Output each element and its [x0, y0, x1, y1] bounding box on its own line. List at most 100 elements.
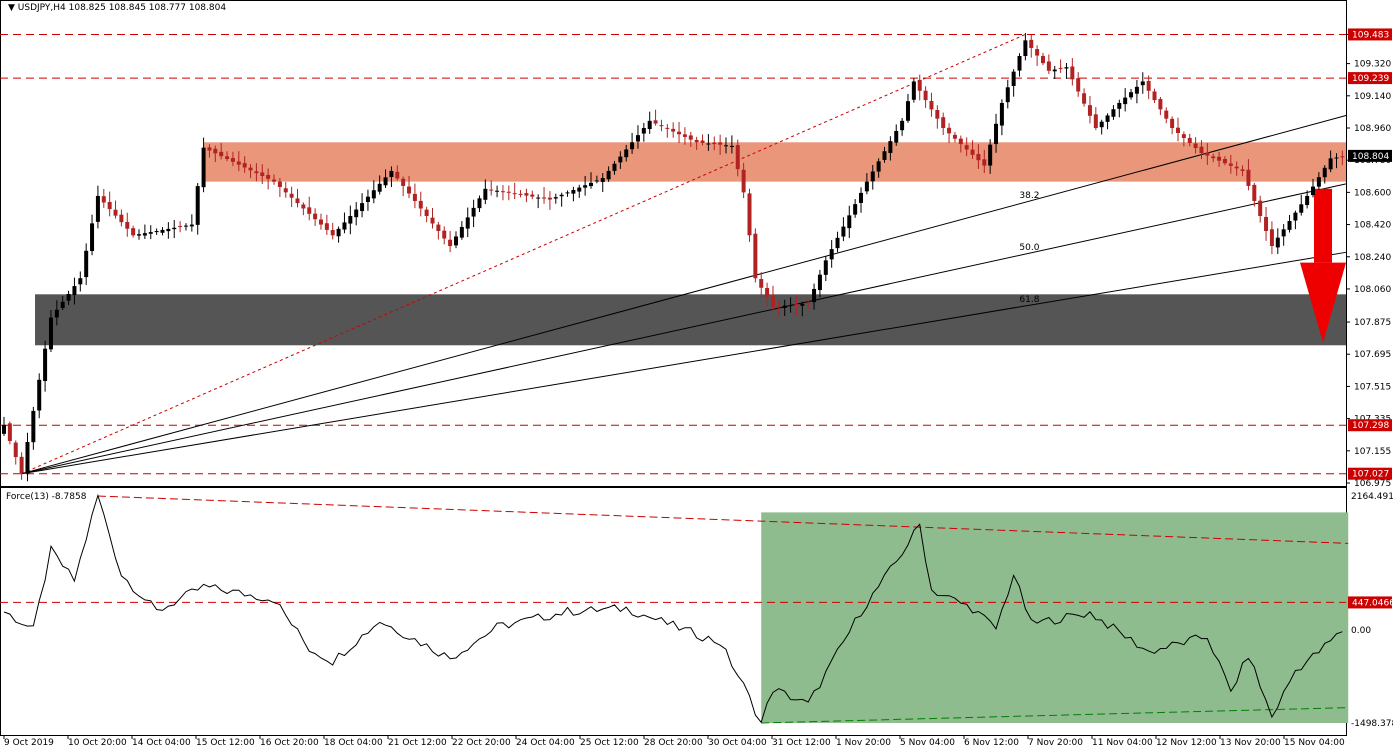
candle-127 [747, 188, 752, 242]
candle-body-35 [207, 147, 212, 151]
candle-body-12 [72, 286, 77, 296]
candle-body-221 [1299, 204, 1304, 213]
candle-body-6 [37, 379, 42, 411]
force-tick-label-0: 2164.4918 [1351, 492, 1393, 502]
candle-body-99 [583, 185, 588, 188]
candle-body-144 [847, 215, 852, 229]
candle-112 [659, 119, 664, 132]
candle-219 [1287, 214, 1292, 233]
time-tick-label-4: 16 Oct 20:00 [260, 738, 319, 748]
candle-146 [859, 187, 864, 213]
candle-body-115 [677, 131, 682, 135]
candle-123 [724, 137, 729, 154]
candle-body-15 [90, 223, 95, 252]
candle-139 [817, 269, 822, 298]
candle-body-80 [471, 207, 476, 217]
candle-body-157 [923, 90, 928, 101]
candle-222 [1305, 190, 1310, 209]
candle-175 [1029, 34, 1034, 58]
candle-body-162 [952, 134, 957, 139]
candle-body-100 [589, 182, 593, 187]
candle-body-36 [213, 148, 218, 154]
candle-body-187 [1099, 121, 1104, 128]
candle-95 [559, 192, 564, 207]
candle-155 [911, 78, 916, 103]
candle-body-46 [272, 179, 277, 182]
candle-209 [1228, 154, 1233, 174]
candle-body-29 [172, 227, 177, 230]
candle-65 [383, 169, 388, 189]
candle-80 [471, 199, 476, 228]
candle-185 [1087, 96, 1092, 124]
candle-body-21 [125, 221, 130, 229]
candle-138 [812, 283, 817, 310]
candle-49 [289, 186, 294, 208]
candle-11 [66, 290, 71, 305]
candle-body-4 [25, 442, 30, 474]
candle-194 [1140, 72, 1145, 94]
candle-27 [160, 227, 165, 236]
candle-113 [665, 124, 670, 138]
candle-body-119 [700, 140, 705, 143]
candle-220 [1293, 210, 1298, 230]
candle-31 [183, 223, 188, 231]
candle-body-57 [336, 228, 341, 237]
candle-body-77 [453, 236, 458, 246]
candle-body-226 [1328, 158, 1333, 170]
candle-144 [847, 205, 852, 239]
candle-210 [1234, 161, 1239, 176]
candle-57 [336, 226, 341, 243]
candle-216 [1269, 221, 1274, 255]
candle-156 [917, 74, 922, 101]
candle-body-203 [1193, 143, 1198, 149]
candle-body-116 [682, 134, 687, 137]
collapse-triangle-icon[interactable]: ▼ [8, 3, 15, 13]
candle-body-61 [360, 203, 365, 212]
candle-body-82 [483, 188, 488, 200]
candle-161 [947, 123, 952, 144]
candle-200 [1176, 117, 1180, 142]
price-tick-label-8: 108.060 [1354, 285, 1391, 295]
candle-body-139 [817, 274, 822, 291]
candle-22 [131, 225, 136, 238]
candle-105 [618, 151, 623, 169]
candle-60 [354, 202, 359, 226]
candle-221 [1299, 194, 1304, 216]
candle-body-220 [1293, 212, 1298, 221]
level-tag-1-box [1348, 72, 1392, 85]
time-tick-label-3: 15 Oct 12:00 [196, 738, 255, 748]
candle-25 [148, 225, 153, 240]
candle-body-43 [254, 171, 259, 174]
candle-body-117 [688, 135, 693, 140]
candle-44 [260, 164, 265, 185]
candle-208 [1222, 156, 1227, 166]
candle-body-66 [389, 170, 394, 178]
candle-body-142 [835, 237, 840, 249]
candle-body-55 [324, 223, 329, 230]
time-tick-label-0: 9 Oct 2019 [4, 738, 54, 748]
candle-body-37 [219, 151, 224, 157]
candle-body-5 [31, 410, 36, 443]
candle-8 [48, 309, 53, 353]
candle-body-8 [48, 317, 53, 350]
candle-body-10 [60, 301, 65, 309]
candle-169 [994, 113, 999, 153]
candle-212 [1246, 159, 1251, 191]
level-tag-1-text: 109.239 [1352, 74, 1389, 84]
candle-10 [60, 295, 65, 311]
candle-body-122 [718, 142, 723, 145]
candle-body-168 [988, 144, 993, 166]
candle-body-210 [1234, 166, 1239, 169]
time-tick-label-16: 7 Nov 20:00 [1028, 738, 1083, 748]
candle-body-86 [506, 191, 511, 193]
candle-108 [635, 125, 640, 149]
candle-body-138 [812, 288, 817, 303]
time-tick-label-8: 24 Oct 04:00 [516, 738, 575, 748]
candle-body-209 [1228, 163, 1233, 166]
candle-104 [612, 160, 617, 175]
price-tick-label-2: 109.140 [1354, 92, 1391, 102]
price-tick-label-13: 107.155 [1354, 447, 1391, 457]
price-tick-label-11: 107.515 [1354, 382, 1391, 392]
candle-body-103 [606, 170, 611, 180]
